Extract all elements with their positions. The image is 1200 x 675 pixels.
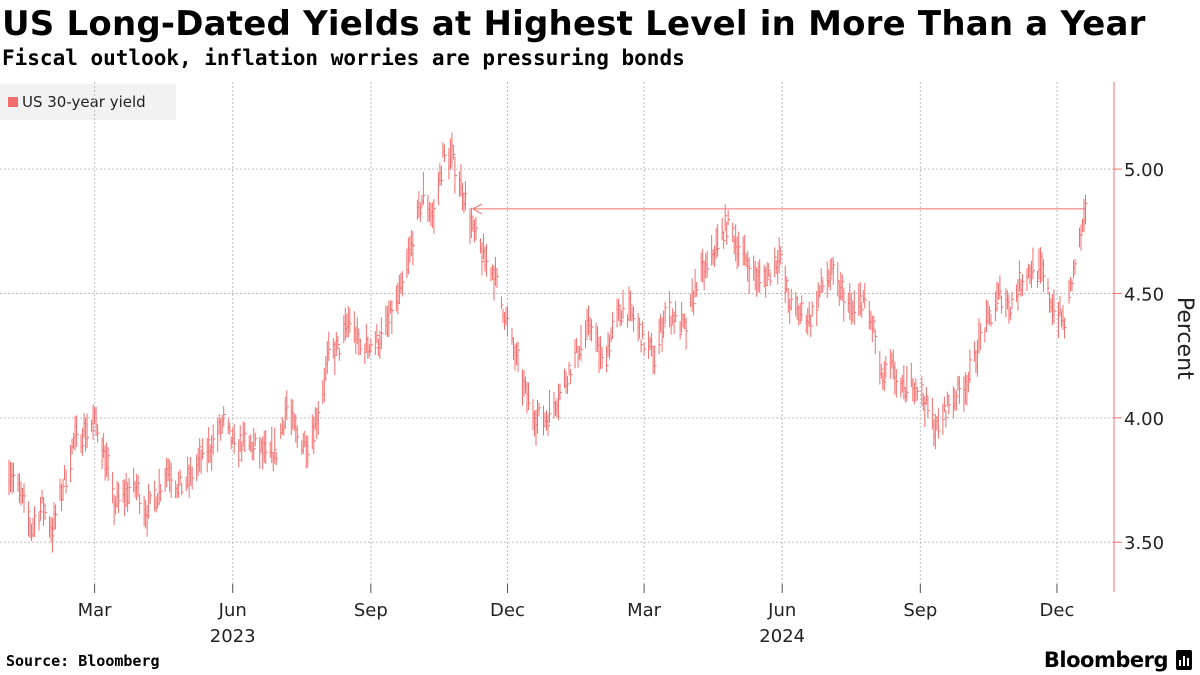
x-tick-label: Mar xyxy=(627,600,662,621)
y-axis-title: Percent xyxy=(1172,297,1197,380)
x-tick-label: Mar xyxy=(78,600,113,621)
y-tick-label: 4.00 xyxy=(1124,409,1164,430)
y-tick-label: 3.50 xyxy=(1124,533,1164,554)
x-year-label: 2024 xyxy=(759,626,805,647)
x-tick-label: Dec xyxy=(490,600,525,621)
x-tick-label: Sep xyxy=(903,600,937,621)
x-tick-label: Jun xyxy=(218,600,247,621)
x-tick-label: Sep xyxy=(354,600,388,621)
bloomberg-icon xyxy=(1176,650,1192,670)
y-tick-label: 5.00 xyxy=(1124,160,1164,181)
x-tick-label: Jun xyxy=(767,600,796,621)
x-tick-label: Dec xyxy=(1040,600,1075,621)
brand-logo: Bloomberg xyxy=(1043,648,1169,672)
yield-series xyxy=(8,132,1088,553)
chart-title: US Long-Dated Yields at Highest Level in… xyxy=(2,4,1146,44)
annotation-arrow-head xyxy=(471,203,483,215)
y-tick-label: 4.50 xyxy=(1124,284,1164,305)
source-note: Source: Bloomberg xyxy=(6,652,160,670)
legend-swatch xyxy=(8,97,18,107)
chart-subtitle: Fiscal outlook, inflation worries are pr… xyxy=(2,46,685,70)
legend: US 30-year yield xyxy=(0,84,176,120)
legend-label: US 30-year yield xyxy=(22,93,146,111)
x-year-label: 2023 xyxy=(210,626,256,647)
